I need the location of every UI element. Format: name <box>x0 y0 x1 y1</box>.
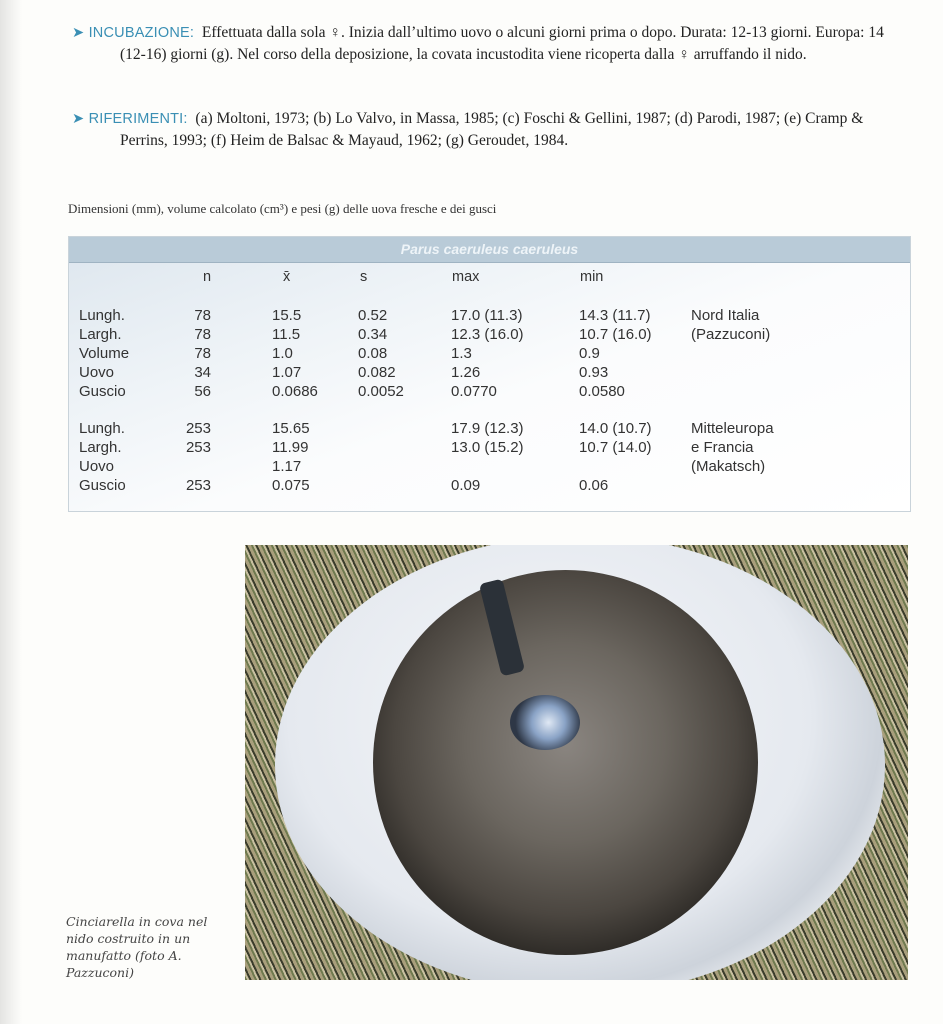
table-cell: Lungh. <box>79 307 125 324</box>
table-cell: Guscio <box>79 477 126 494</box>
table-row: Largh. 78 11.5 0.34 12.3 (16.0) 10.7 (16.0) (P… <box>69 326 910 345</box>
table-cell: 78 <box>194 345 211 362</box>
table-cell: 14.0 (10.7) <box>579 420 652 437</box>
table-cell: 15.65 <box>272 420 310 437</box>
incubazione-text: Effettuata dalla sola ♀. Inizia dall’ult… <box>120 24 884 63</box>
table-cell: 0.52 <box>358 307 388 324</box>
table-cell: Lungh. <box>79 420 125 437</box>
table-cell: 0.09 <box>451 477 481 494</box>
nest-photo <box>245 545 908 980</box>
table-cell: 0.93 <box>579 364 609 381</box>
column-header: x̄ <box>283 269 291 285</box>
table-cell: 0.0770 <box>451 383 497 400</box>
table-row: Uovo 34 1.07 0.082 1.26 0.93 <box>69 364 910 383</box>
table-cell: Largh. <box>79 439 122 456</box>
table-cell: 0.0580 <box>579 383 625 400</box>
table-caption: Dimensioni (mm), volume calcolato (cm³) … <box>68 201 497 216</box>
table-cell: 0.0052 <box>358 383 404 400</box>
column-header: n <box>203 269 212 285</box>
table-cell: 1.07 <box>272 364 302 381</box>
riferimenti-heading: ➤ RIFERIMENTI: <box>72 111 188 127</box>
table-cell: 253 <box>185 477 211 494</box>
table-cell: 1.26 <box>451 364 481 381</box>
column-header: s <box>360 269 368 285</box>
table-cell: 0.08 <box>358 345 388 362</box>
table-row: Largh. 253 11.99 13.0 (15.2) 10.7 (14.0) e Fr… <box>69 439 910 458</box>
source-label: e Francia <box>691 439 754 456</box>
table-row: Guscio 253 0.075 0.09 0.06 <box>69 477 910 496</box>
table-cell: 13.0 (15.2) <box>451 439 524 456</box>
table-row: Guscio 56 0.0686 0.0052 0.0770 0.0580 <box>69 383 910 402</box>
incubazione-paragraph: ➤ INCUBAZIONE: Effettuata dalla sola ♀. … <box>72 22 912 65</box>
source-label: Nord Italia <box>691 307 760 324</box>
egg-measurements-table: Parus caeruleus caeruleus n x̄ s max min Lung… <box>68 236 911 512</box>
table-cell: 0.075 <box>272 477 310 494</box>
table-cell: 15.5 <box>272 307 302 324</box>
riferimenti-paragraph: ➤ RIFERIMENTI: (a) Moltoni, 1973; (b) Lo… <box>72 108 912 151</box>
table-cell: 78 <box>194 326 211 343</box>
table-cell: 0.0686 <box>272 383 318 400</box>
bird-head <box>510 695 580 750</box>
table-cell: 253 <box>185 439 211 456</box>
source-label: (Pazzuconi) <box>691 326 771 343</box>
table-cell: 0.9 <box>579 345 600 362</box>
table-cell: 0.06 <box>579 477 609 494</box>
column-header: min <box>580 269 604 285</box>
table-cell: 1.0 <box>272 345 293 362</box>
photo-caption: Cinciarella in cova nel nido costruito i… <box>66 914 208 980</box>
table-cell: 10.7 (16.0) <box>579 326 652 343</box>
table-cell: 12.3 (16.0) <box>451 326 524 343</box>
table-cell: 253 <box>185 420 211 437</box>
incubazione-heading: ➤ INCUBAZIONE: <box>72 25 195 41</box>
table-cell: Uovo <box>79 364 115 381</box>
riferimenti-text: (a) Moltoni, 1973; (b) Lo Valvo, in Mass… <box>120 110 864 149</box>
table-row: Uovo 1.17 (Makatsch) <box>69 458 910 477</box>
table-cell: 0.082 <box>358 364 396 381</box>
table-cell: 17.0 (11.3) <box>451 307 523 324</box>
table-cell: Largh. <box>79 326 122 343</box>
nest <box>373 570 758 955</box>
table-title: Parus caeruleus caeruleus <box>69 237 910 263</box>
table-row: Lungh. 78 15.5 0.52 17.0 (11.3) 14.3 (11.7) No… <box>69 307 910 326</box>
table-cell: 0.34 <box>358 326 388 343</box>
table-cell: 10.7 (14.0) <box>579 439 652 456</box>
source-label: Mitteleuropa <box>691 420 774 437</box>
table-row: Lungh. 253 15.65 17.9 (12.3) 14.0 (10.7) Mitt… <box>69 420 910 439</box>
table-cell: Volume <box>79 345 130 362</box>
table-cell: 14.3 (11.7) <box>579 307 651 324</box>
table-cell: Uovo <box>79 458 115 475</box>
table-cell: 56 <box>194 383 211 400</box>
table-cell: 78 <box>194 307 211 324</box>
table-cell: 1.17 <box>272 458 302 475</box>
table-cell: 11.99 <box>272 439 309 456</box>
table-row: Volume 78 1.0 0.08 1.3 0.9 <box>69 345 910 364</box>
table-cell: 34 <box>194 364 211 381</box>
table-cell: 17.9 (12.3) <box>451 420 524 437</box>
table-cell: 1.3 <box>451 345 472 362</box>
source-label: (Makatsch) <box>691 458 766 475</box>
page-edge <box>0 0 22 1024</box>
table-cell: 11.5 <box>272 326 301 343</box>
table-cell: Guscio <box>79 383 126 400</box>
column-header: max <box>452 269 480 285</box>
